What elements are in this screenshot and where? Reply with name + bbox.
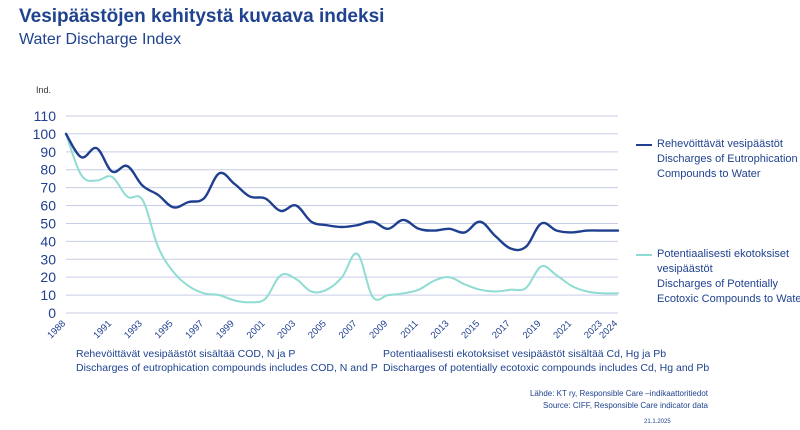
series-lines [64, 132, 620, 304]
y-tick-label: 10 [40, 287, 56, 303]
x-tick-label: 2021 [551, 318, 574, 341]
note-ecotoxic-fi: Potentiaalisesti ekotoksiset vesipäästöt… [383, 348, 667, 360]
legend-label-fi-ecotoxic: Potentiaalisesti ekotoksiset vesipäästöt [657, 248, 790, 275]
note-ecotoxic: Potentiaalisesti ekotoksiset vesipäästöt… [383, 347, 709, 375]
note-ecotoxic-en: Discharges of potentially ecotoxic compo… [383, 362, 710, 374]
y-tick-label: 30 [40, 251, 56, 267]
x-tick-label: 2024 [597, 318, 620, 341]
y-tick-label: 40 [40, 233, 56, 249]
y-tick-label: 20 [40, 269, 56, 285]
x-axis-ticks: 1988 1991 1993 1995 1997 1999 2001 2003 2005 2007… [45, 318, 620, 341]
x-tick-label: 2011 [399, 318, 421, 340]
x-tick-label: 2003 [275, 318, 298, 341]
x-tick-label: 1995 [153, 318, 176, 341]
note-eutrophication-fi: Rehevöittävät vesipäästöt sisältää COD, … [76, 348, 296, 360]
note-eutrophication-en: Discharges of eutrophication compounds i… [76, 362, 378, 374]
x-tick-label: 1988 [45, 318, 68, 341]
x-tick-label: 2005 [306, 318, 329, 341]
x-tick-label: 2019 [521, 318, 544, 341]
y-tick-label: 100 [33, 126, 57, 142]
series-line-eutrophication [64, 132, 620, 252]
page-title: Vesipäästöjen kehitystä kuvaava indeksi [19, 6, 385, 27]
y-tick-label: 110 [34, 108, 57, 124]
legend-label-en-eutrophication: Discharges of Eutrophication Compounds t… [657, 153, 798, 180]
x-tick-label: 1991 [91, 318, 114, 341]
source-line-en: Source: CIFF, Responsible Care indicator… [543, 401, 708, 410]
legend-swatch-eutrophication [636, 144, 652, 146]
legend-swatch-ecotoxic [636, 254, 652, 256]
x-tick-label: 2015 [459, 318, 482, 341]
y-tick-label: 80 [40, 162, 56, 178]
y-tick-label: 90 [40, 144, 56, 160]
series-line-ecotoxic [65, 132, 619, 304]
x-tick-label: 2001 [245, 318, 268, 341]
date-stamp: 21.1.2025 [644, 419, 671, 425]
x-tick-label: 1997 [183, 318, 206, 341]
legend-label-en-ecotoxic: Discharges of Potentially Ecotoxic Compo… [657, 278, 800, 305]
legend-label-fi-eutrophication: Rehevöittävät vesipäästöt [657, 138, 783, 150]
source-note: Lähde: KT ry, Responsible Care –indikaat… [530, 388, 708, 412]
x-tick-label: 1999 [214, 318, 237, 341]
y-tick-label: 50 [40, 215, 56, 231]
y-tick-label: 70 [40, 180, 56, 196]
x-tick-label: 2007 [337, 318, 360, 341]
note-eutrophication: Rehevöittävät vesipäästöt sisältää COD, … [76, 347, 378, 375]
y-tick-label: 0 [48, 305, 56, 321]
grid-lines [66, 115, 618, 314]
source-line-fi: Lähde: KT ry, Responsible Care –indikaat… [529, 389, 708, 398]
page-subtitle: Water Discharge Index [19, 31, 182, 48]
y-tick-label: 60 [40, 198, 56, 214]
x-tick-label: 2017 [490, 318, 513, 341]
x-tick-label: 2013 [429, 318, 452, 341]
x-tick-label: 1993 [122, 318, 145, 341]
x-tick-label: 2009 [367, 318, 390, 341]
y-axis-unit-label: Ind. [36, 85, 52, 95]
